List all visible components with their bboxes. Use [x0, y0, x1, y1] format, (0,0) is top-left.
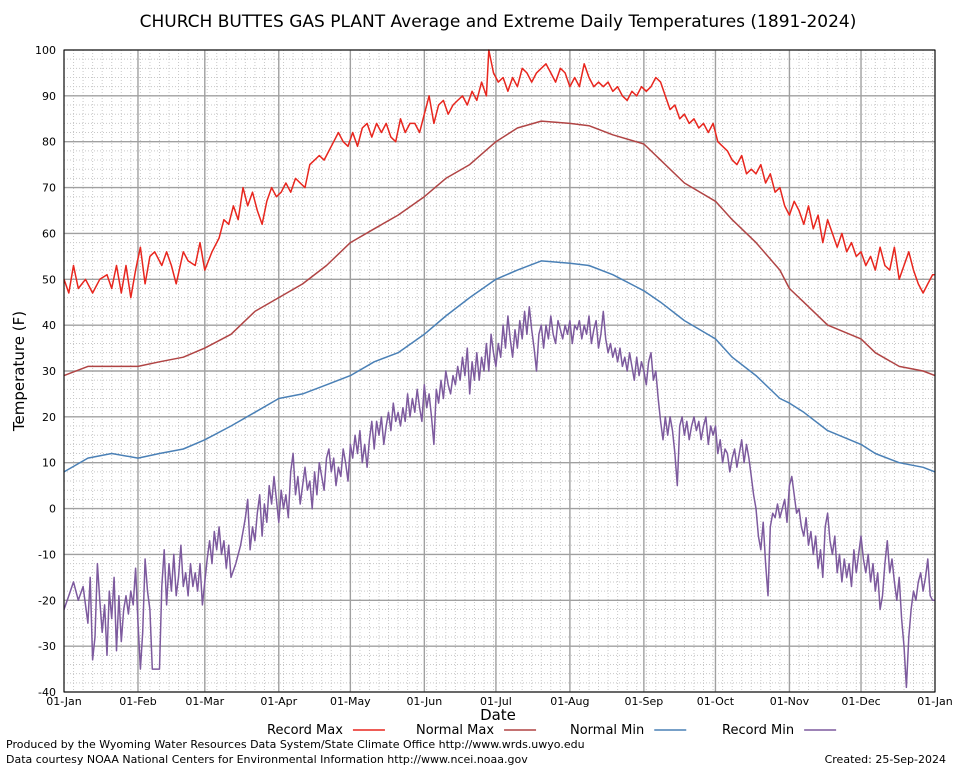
series-line-record-max — [63, 49, 935, 299]
plot-series — [63, 49, 936, 689]
x-tick-label: 01-Aug — [550, 695, 589, 708]
y-tick-label: 40 — [42, 319, 56, 332]
x-tick-label: 01-Apr — [260, 695, 297, 708]
legend-label-normal-min: Normal Min — [570, 723, 644, 738]
x-tick-label: 01-Nov — [770, 695, 810, 708]
y-tick-label: -20 — [38, 594, 56, 607]
y-tick-label: -10 — [38, 548, 56, 561]
y-axis-label: Temperature (F) — [10, 311, 28, 432]
x-tick-label: 01-Mar — [185, 695, 224, 708]
y-tick-label: 100 — [35, 44, 56, 57]
x-tick-label: 01-Oct — [697, 695, 735, 708]
footer-credit-line1: Produced by the Wyoming Water Resources … — [6, 738, 585, 751]
y-tick-label: 90 — [42, 90, 56, 103]
x-axis-ticks: 01-Jan 01-Feb 01-Mar 01-Apr 01-May 01-Jun 01-J… — [46, 695, 953, 708]
y-tick-label: 70 — [42, 182, 56, 195]
y-tick-label: 50 — [42, 273, 56, 286]
y-tick-label: -40 — [38, 686, 56, 699]
x-tick-label: 01-Feb — [119, 695, 156, 708]
series-line-normal-min — [63, 260, 936, 473]
legend-label-record-min: Record Min — [722, 723, 794, 738]
x-tick-label: 01-May — [330, 695, 371, 708]
x-tick-label: 01-Jan — [46, 695, 82, 708]
x-tick-label: 01-Sep — [625, 695, 664, 708]
series-line-record-min — [63, 306, 935, 689]
y-tick-label: -30 — [38, 640, 56, 653]
series-line-normal-max — [63, 120, 936, 377]
x-tick-label: 01-Jan — [917, 695, 953, 708]
legend-label-record-max: Record Max — [267, 723, 343, 738]
chart-title: CHURCH BUTTES GAS PLANT Average and Extr… — [140, 12, 857, 32]
y-tick-label: 30 — [42, 365, 56, 378]
legend-label-normal-max: Normal Max — [416, 723, 494, 738]
plot-frame — [63, 49, 936, 693]
x-tick-label: 01-Dec — [841, 695, 880, 708]
x-tick-label: 01-Jun — [406, 695, 442, 708]
y-tick-label: 0 — [49, 503, 56, 516]
y-tick-label: 20 — [42, 411, 56, 424]
y-tick-label: 60 — [42, 227, 56, 240]
footer-created-date: Created: 25-Sep-2024 — [825, 753, 946, 766]
legend: Record Max Normal Max Normal Min Record Min — [267, 723, 837, 738]
y-tick-label: 80 — [42, 136, 56, 149]
x-tick-label: 01-Jul — [480, 695, 512, 708]
plot-grid — [63, 49, 936, 693]
footer-credit-line2: Data courtesy NOAA National Centers for … — [6, 753, 528, 766]
y-tick-label: 10 — [42, 457, 56, 470]
x-axis-label: Date — [480, 706, 516, 724]
